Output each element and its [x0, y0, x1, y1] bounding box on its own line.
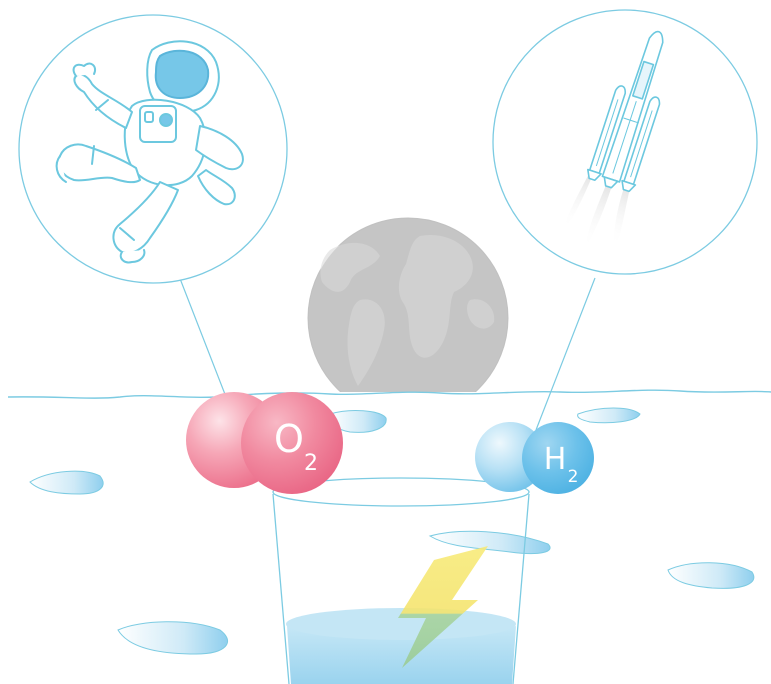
hydrogen-symbol: H	[544, 442, 567, 477]
rocket-circle	[492, 9, 758, 275]
oxygen-subscript: 2	[304, 451, 318, 476]
horizon-line	[7, 389, 771, 399]
globe-icon	[307, 217, 509, 392]
hydrogen-subscript: 2	[568, 467, 579, 487]
astronaut-icon	[55, 40, 244, 264]
connector-line-left	[178, 275, 229, 403]
oxygen-atom-right	[241, 392, 343, 494]
water-glass-icon	[272, 477, 530, 684]
connector-line-right	[535, 277, 596, 431]
oxygen-symbol: O	[274, 417, 304, 461]
lightning-bolt-icon	[398, 546, 488, 668]
hydrogen-molecule[interactable]: H 2	[475, 422, 594, 494]
ice-patches	[29, 407, 755, 655]
rocket-icon	[564, 30, 664, 249]
oxygen-molecule[interactable]: O 2	[186, 392, 343, 494]
hydrogen-atom-right	[522, 422, 594, 494]
astronaut-circle	[18, 14, 288, 284]
